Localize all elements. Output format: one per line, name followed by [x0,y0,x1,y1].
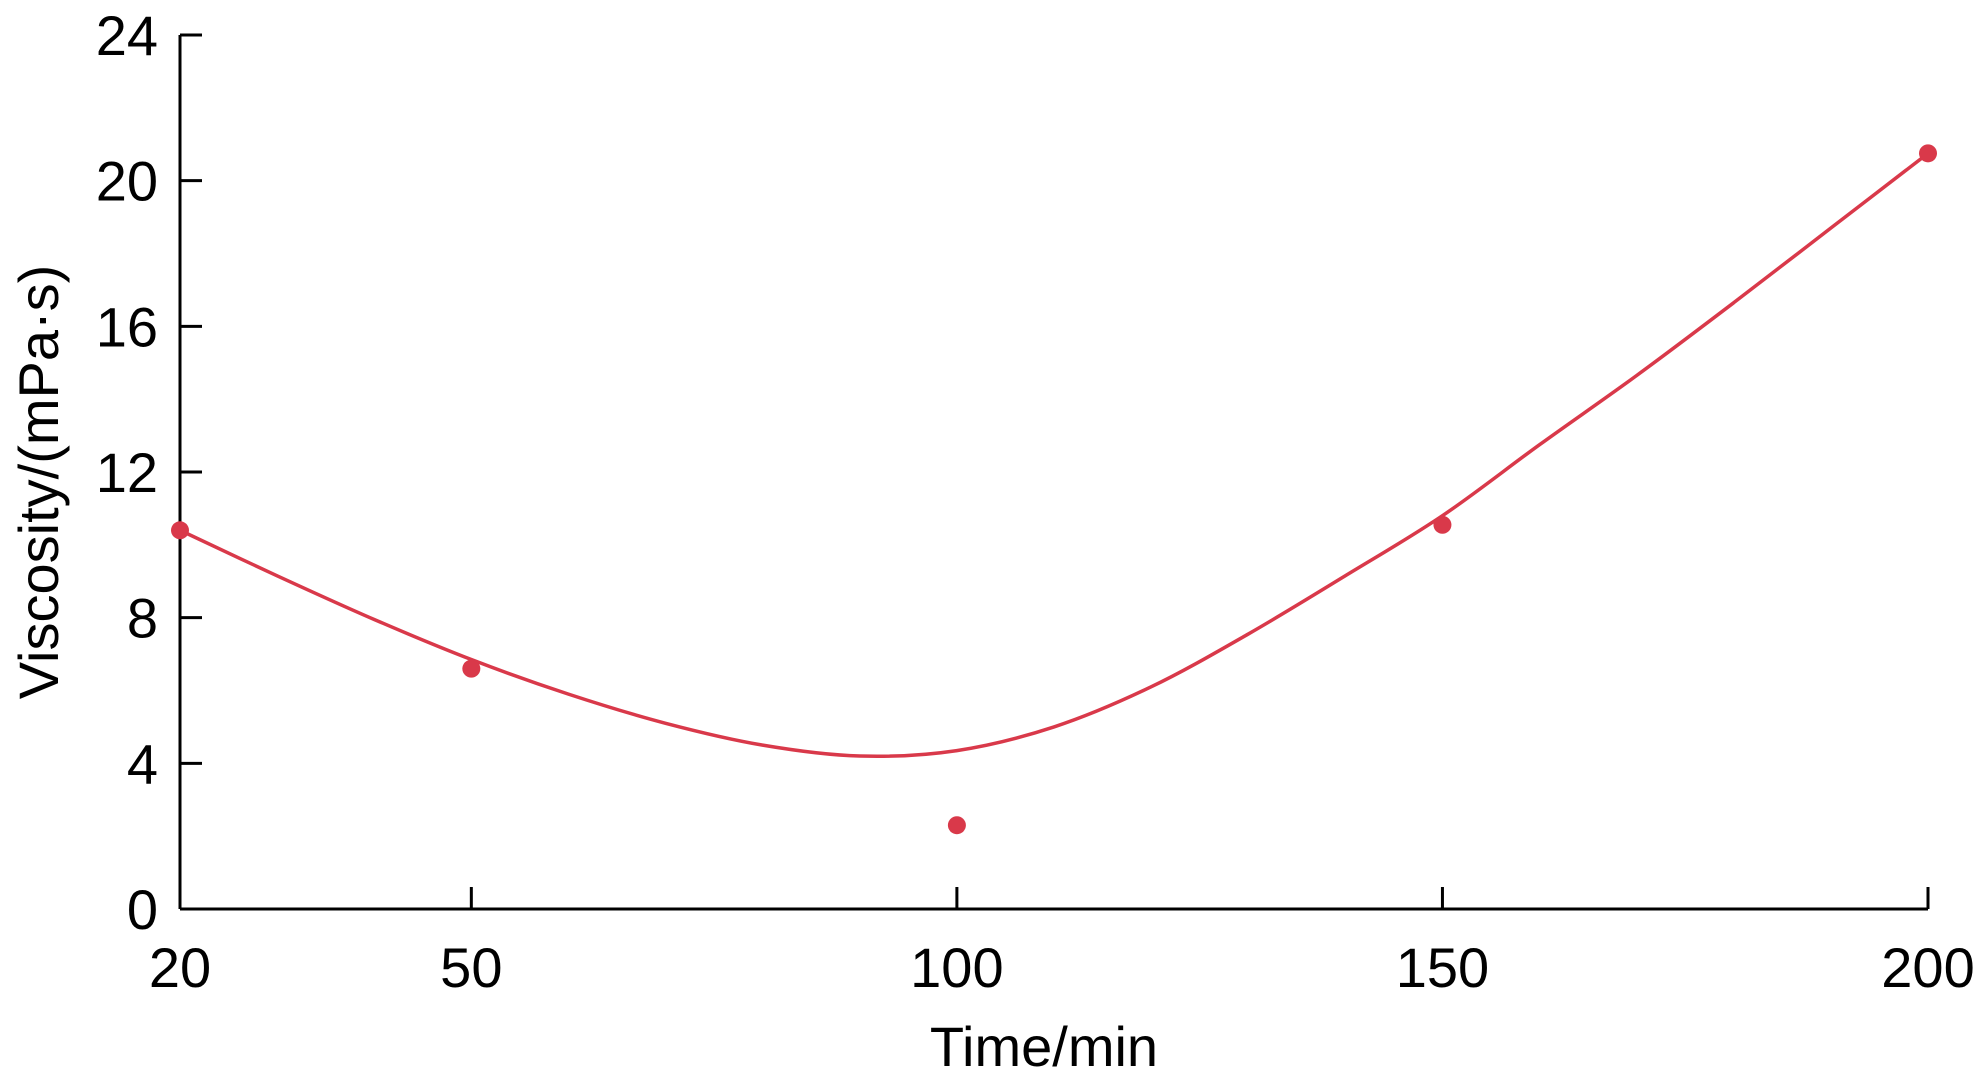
data-point [1919,144,1937,163]
data-point [1433,515,1452,534]
plot-area [171,144,1937,835]
x-tick-label: 100 [910,936,1003,999]
x-axis-title: Time/min [930,1015,1158,1078]
data-point [462,659,481,678]
y-tick-label: 20 [96,150,158,213]
y-axis: 0 4 8 12 16 20 24 [96,4,202,941]
y-tick-label: 8 [127,587,158,650]
y-tick-label: 0 [127,878,158,941]
y-axis-title: Viscosity/(mPa·s) [7,265,70,700]
x-tick-label: 200 [1881,936,1974,999]
y-tick-label: 16 [96,295,158,358]
fit-curve [179,151,1930,759]
data-point [947,816,966,835]
y-tick-label: 4 [127,732,158,795]
x-axis: 20 50 100 150 200 [149,887,1975,999]
data-point [171,521,189,540]
y-tick-label: 12 [96,441,158,504]
x-tick-label: 20 [149,936,211,999]
y-tick-label: 24 [96,4,158,67]
x-tick-label: 150 [1396,936,1489,999]
x-tick-label: 50 [440,936,502,999]
